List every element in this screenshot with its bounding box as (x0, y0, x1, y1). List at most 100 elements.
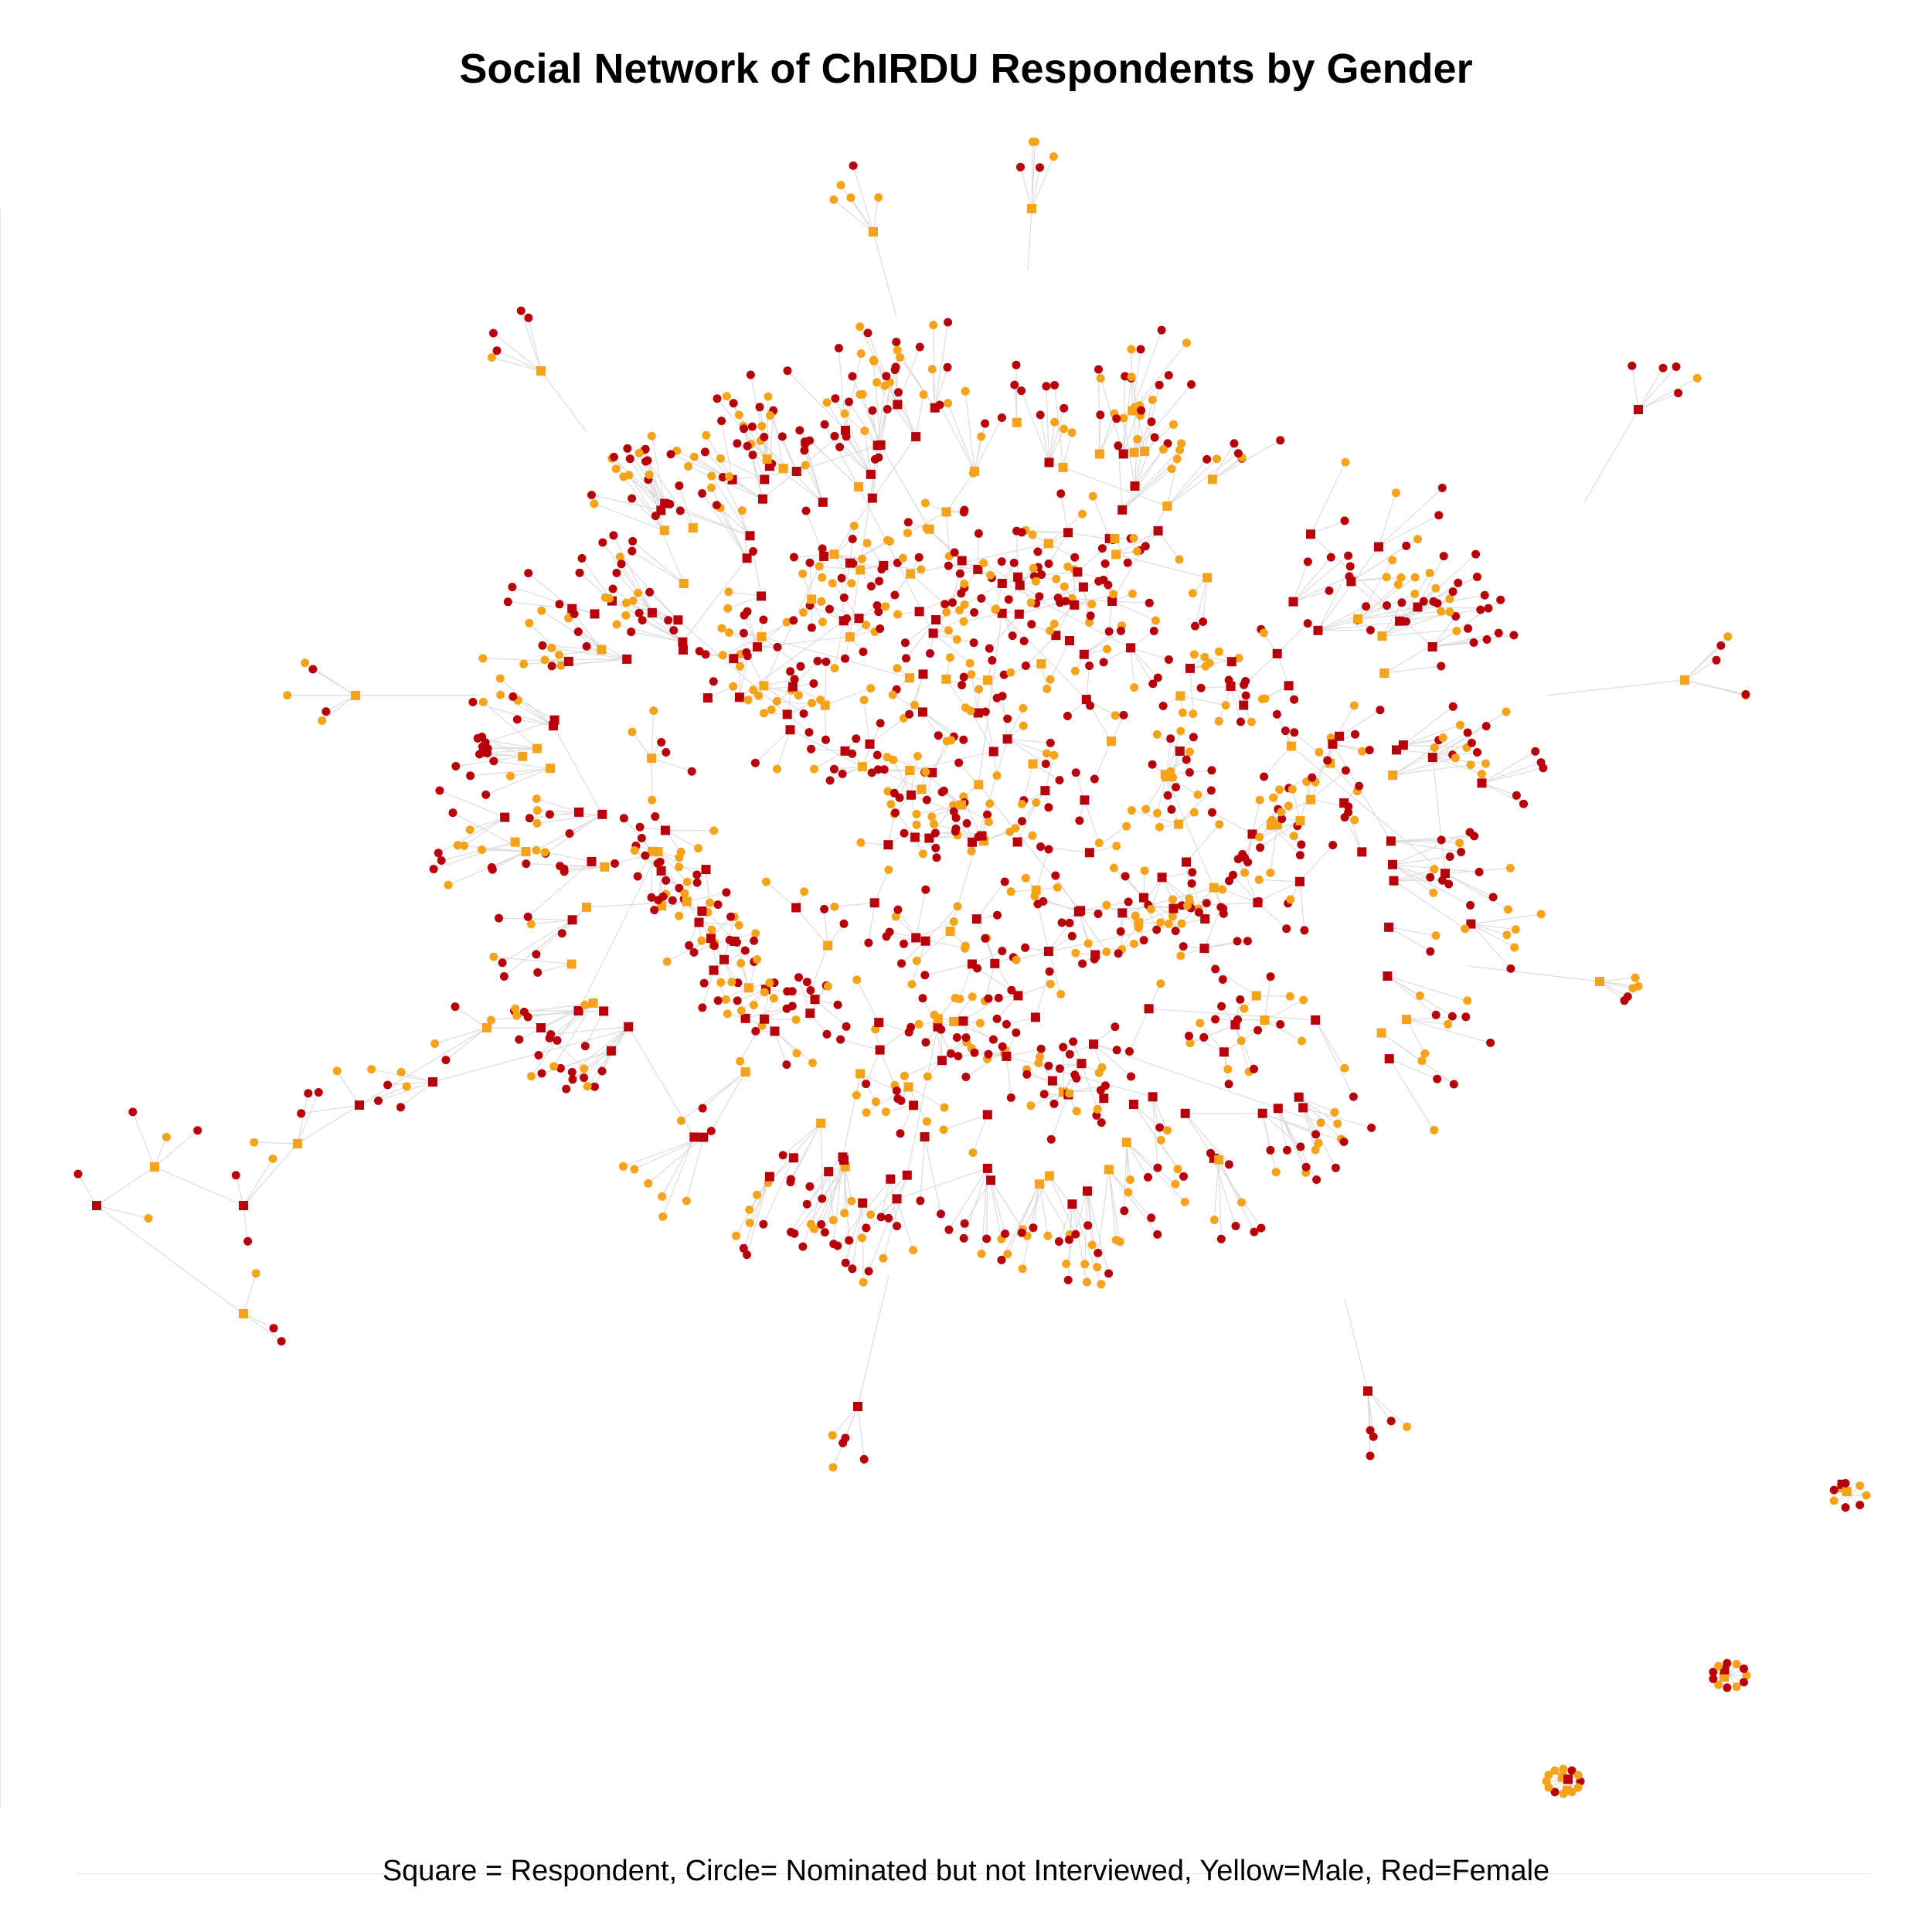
respondent-female-node (876, 440, 886, 450)
respondent-female-node (927, 767, 937, 777)
nominee-male-node (1196, 1019, 1205, 1028)
nominee-male-node (1215, 820, 1224, 829)
respondent-male-node (239, 1309, 248, 1318)
network-edge (946, 472, 974, 512)
network-edge (963, 997, 999, 1022)
nominee-female-node (1301, 1162, 1311, 1172)
network-edge (1212, 811, 1253, 835)
network-edge (447, 851, 526, 886)
network-edge (872, 359, 882, 445)
network-edge (945, 679, 966, 709)
network-edge (1115, 530, 1158, 556)
nominee-female-node (1012, 360, 1021, 369)
nominee-female-node (1266, 972, 1275, 981)
respondent-female-node (1395, 616, 1404, 626)
nominee-female-node (1150, 433, 1159, 442)
nominee-male-node (914, 1019, 923, 1029)
nominee-male-node (1052, 574, 1061, 583)
nominee-female-node (1362, 602, 1371, 611)
nominee-male-node (580, 1064, 589, 1073)
respondent-female-node (958, 1016, 968, 1026)
nominee-female-node (1465, 828, 1475, 837)
network-edge (939, 404, 975, 472)
network-edge (536, 798, 580, 813)
network-edge (1264, 999, 1304, 1021)
nominee-female-node (1065, 918, 1074, 927)
network-edge (529, 811, 580, 819)
nominee-male-node (1071, 948, 1080, 957)
network-edge (662, 1137, 695, 1197)
nominee-male-node (1209, 1216, 1219, 1224)
network-edge (651, 757, 692, 772)
network-edge (772, 411, 784, 469)
nominee-male-node (1111, 711, 1120, 720)
network-edge (1199, 1022, 1225, 1053)
respondent-female-node (997, 608, 1007, 618)
network-edge (857, 1406, 865, 1460)
nominee-male-node (1053, 883, 1062, 892)
respondent-male-node (1111, 549, 1121, 560)
network-edge (1293, 556, 1332, 602)
nominee-female-node (619, 814, 628, 823)
nominee-female-node (1454, 578, 1463, 587)
nominee-female-node (1376, 706, 1385, 715)
nominee-male-node (1732, 1682, 1741, 1692)
nominee-female-node (1157, 325, 1166, 335)
nominee-female-node (713, 900, 723, 910)
network-edge (795, 907, 828, 946)
nominee-male-node (1132, 546, 1141, 556)
nominee-male-node (496, 690, 505, 699)
respondent-male-node (1174, 819, 1183, 829)
nominee-female-node (698, 1003, 707, 1012)
nominee-male-node (1410, 573, 1420, 582)
respondent-female-node (760, 1014, 769, 1024)
network-edge (439, 790, 505, 818)
nominee-female-node (806, 986, 815, 995)
nominee-female-node (516, 306, 526, 315)
network-edge (1165, 776, 1215, 888)
network-edge (1318, 621, 1406, 631)
nominee-female-node (1438, 876, 1447, 885)
respondent-female-node (1047, 1076, 1057, 1086)
nominee-male-node (757, 421, 767, 430)
network-edge (1387, 975, 1437, 1015)
nominee-male-node (862, 539, 872, 548)
nominee-female-node (755, 403, 764, 412)
network-edge (1194, 654, 1232, 662)
network-edge (1121, 449, 1164, 511)
nominee-female-node (1855, 1501, 1865, 1509)
respondent-female-node (1175, 747, 1185, 756)
network-edge (1124, 1142, 1128, 1211)
nominee-female-node (835, 443, 845, 451)
nominee-female-node (949, 807, 958, 816)
respondent-male-node (1295, 816, 1305, 826)
respondent-female-node (791, 467, 801, 476)
nominee-male-node (754, 691, 764, 700)
respondent-male-node (906, 569, 916, 579)
respondent-female-node (1126, 643, 1136, 653)
nominee-male-node (486, 1015, 495, 1025)
respondent-male-node (1043, 539, 1053, 549)
network-edge (528, 573, 573, 610)
nominee-male-node (1431, 931, 1440, 940)
respondent-female-node (883, 840, 893, 850)
nominee-female-node (1070, 553, 1080, 562)
nominee-male-node (706, 483, 716, 492)
network-edge (1213, 1158, 1262, 1229)
network-edge (559, 649, 602, 655)
respondent-male-node (759, 681, 769, 691)
nominee-female-node (932, 853, 941, 862)
respondent-male-node (1595, 977, 1604, 986)
respondent-male-node (1209, 883, 1219, 893)
nominee-female-node (1027, 620, 1036, 629)
respondent-female-node (622, 654, 632, 664)
nominee-female-node (1147, 1213, 1156, 1223)
nominee-female-node (1437, 483, 1447, 492)
respondent-female-node (805, 1009, 815, 1019)
nominee-female-node (1311, 1130, 1321, 1139)
nominee-female-node (1463, 728, 1472, 737)
nominee-male-node (822, 398, 832, 407)
nominee-female-node (1001, 1230, 1010, 1238)
nominee-male-node (1102, 947, 1111, 957)
respondent-female-node (1440, 869, 1450, 879)
